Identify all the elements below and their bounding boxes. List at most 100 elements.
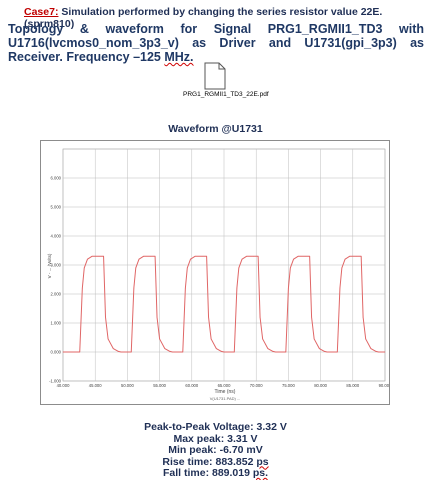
data-point <box>164 348 166 349</box>
data-point <box>304 255 306 257</box>
data-point <box>223 351 225 353</box>
data-point <box>79 351 81 353</box>
data-point <box>384 351 386 353</box>
data-point <box>370 348 372 349</box>
y-tick-label: 2.000 <box>51 292 62 297</box>
data-point <box>208 316 209 318</box>
data-point <box>98 255 100 257</box>
data-point <box>344 258 346 260</box>
data-point <box>238 267 240 269</box>
heading-unit: MHz. <box>164 50 194 64</box>
case-label: Case7: <box>24 6 59 18</box>
data-point <box>159 338 160 340</box>
data-point <box>103 255 104 257</box>
x-tick-label: 55.000 <box>153 383 166 388</box>
data-point <box>241 258 243 260</box>
data-point <box>105 316 106 318</box>
data-point <box>272 351 274 352</box>
pk2pk-voltage: Peak-to-Peak Voltage: 3.32 V <box>144 421 287 433</box>
data-point <box>62 351 64 353</box>
x-tick-label: 40.000 <box>57 383 70 388</box>
data-point <box>288 287 289 289</box>
data-point <box>150 255 151 257</box>
data-point <box>297 255 299 257</box>
case-text: Simulation performed by changing the ser… <box>24 6 383 30</box>
data-point <box>206 255 207 257</box>
pdf-attachment[interactable]: PRG1_RGMII1_TD3_22E.pdf <box>183 62 269 98</box>
data-point <box>185 287 186 289</box>
x-tick-label: 65.000 <box>218 383 231 388</box>
data-point <box>107 338 109 340</box>
data-point <box>186 267 188 269</box>
data-point <box>201 255 203 257</box>
data-point <box>154 255 156 257</box>
data-point <box>262 338 263 340</box>
tick-layer: 40.000 45.000 50.000 55.000 60.000 65.000 70.0… <box>49 176 392 389</box>
data-point <box>267 348 269 349</box>
min-peak: Min peak: -6.70 mV <box>168 444 263 456</box>
data-point <box>253 255 254 257</box>
y-tick-label: 3.000 <box>51 263 62 268</box>
data-point <box>135 267 137 269</box>
data-point <box>313 338 315 340</box>
data-point <box>336 351 338 353</box>
waveform-plot: 40.000 45.000 50.000 55.000 60.000 65.000 70.0… <box>40 140 392 405</box>
chart-legend: V(U1731.PAD) ... <box>210 396 241 401</box>
grid-layer <box>62 148 386 382</box>
data-point <box>87 258 88 260</box>
x-tick-label: 70.000 <box>250 383 263 388</box>
y-tick-label: 5.000 <box>51 205 62 210</box>
x-tick-label: 85.000 <box>346 383 359 388</box>
data-point <box>118 351 119 352</box>
data-point <box>190 258 191 260</box>
data-point <box>309 255 311 257</box>
data-point <box>293 258 294 260</box>
fall-time: Fall time: 889.019 ps. <box>162 467 269 479</box>
data-point <box>172 351 173 353</box>
data-point <box>275 351 276 353</box>
series-line <box>63 255 385 353</box>
waveform-title: Waveform @U1731 <box>168 123 263 135</box>
data-point <box>138 258 140 260</box>
data-point <box>318 348 320 349</box>
data-point <box>81 287 83 289</box>
data-point <box>378 351 379 353</box>
data-point <box>341 267 343 269</box>
max-peak: Max peak: 3.31 V <box>173 432 258 445</box>
data-point <box>324 351 325 352</box>
series-layer <box>62 255 386 353</box>
data-point <box>130 351 132 353</box>
data-point <box>221 351 222 352</box>
x-tick-label: 75.000 <box>282 383 295 388</box>
y-tick-label: 6.000 <box>51 176 62 181</box>
measurement-results: Peak-to-Peak Voltage: 3.32 V Max peak: 3… <box>0 421 431 480</box>
data-point <box>91 255 93 257</box>
data-point <box>362 316 364 318</box>
y-tick-label: 0.000 <box>51 350 62 355</box>
case-line: Case7: Simulation performed by changing … <box>24 6 431 30</box>
data-point <box>257 255 259 257</box>
x-tick-label: 45.000 <box>89 383 102 388</box>
data-point <box>182 351 184 353</box>
data-point <box>120 351 122 353</box>
data-point <box>259 316 261 318</box>
data-point <box>365 338 367 340</box>
data-point <box>375 351 377 352</box>
heading-text: Topology & waveform for Signal PRG1_RGMI… <box>8 22 424 64</box>
x-tick-label: 90.000 <box>379 383 389 388</box>
document-icon <box>204 62 226 90</box>
data-point <box>143 255 144 257</box>
data-point <box>169 351 171 352</box>
y-tick-label: 1.000 <box>51 321 62 326</box>
x-tick-label: 80.000 <box>314 383 327 388</box>
data-point <box>246 255 247 257</box>
x-tick-label: 60.000 <box>185 383 198 388</box>
y-tick-label: 4.000 <box>51 234 62 239</box>
data-point <box>233 351 235 353</box>
data-point <box>285 351 287 353</box>
rise-time: Rise time: 883.852 ps <box>162 455 269 468</box>
data-point <box>326 351 328 353</box>
data-point <box>236 287 238 289</box>
data-point <box>349 255 350 257</box>
x-tick-label: 50.000 <box>121 383 134 388</box>
